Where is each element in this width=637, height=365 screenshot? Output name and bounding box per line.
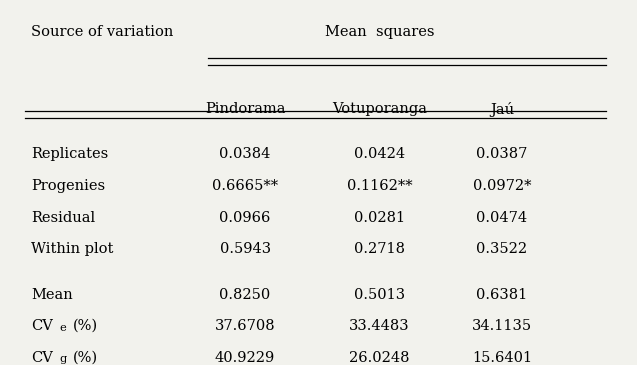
Text: 0.1162**: 0.1162**	[347, 179, 413, 193]
Text: Progenies: Progenies	[31, 179, 105, 193]
Text: 34.1135: 34.1135	[472, 319, 532, 333]
Text: 0.0966: 0.0966	[219, 211, 271, 224]
Text: 33.4483: 33.4483	[349, 319, 410, 333]
Text: 0.0384: 0.0384	[219, 147, 271, 161]
Text: 0.6381: 0.6381	[476, 288, 527, 301]
Text: Within plot: Within plot	[31, 242, 113, 256]
Text: Mean  squares: Mean squares	[325, 25, 434, 39]
Text: Source of variation: Source of variation	[31, 25, 173, 39]
Text: Votuporanga: Votuporanga	[332, 102, 427, 116]
Text: 26.0248: 26.0248	[350, 351, 410, 365]
Text: 0.0972*: 0.0972*	[473, 179, 531, 193]
Text: 15.6401: 15.6401	[472, 351, 532, 365]
Text: 0.5013: 0.5013	[354, 288, 405, 301]
Text: 0.3522: 0.3522	[476, 242, 527, 256]
Text: Jaú: Jaú	[490, 102, 514, 117]
Text: CV: CV	[31, 351, 53, 365]
Text: Pindorama: Pindorama	[205, 102, 285, 116]
Text: 0.0474: 0.0474	[476, 211, 527, 224]
Text: Residual: Residual	[31, 211, 95, 224]
Text: 0.2718: 0.2718	[354, 242, 405, 256]
Text: CV: CV	[31, 319, 53, 333]
Text: 0.5943: 0.5943	[220, 242, 271, 256]
Text: (%): (%)	[73, 351, 98, 365]
Text: 0.0387: 0.0387	[476, 147, 527, 161]
Text: g: g	[59, 354, 66, 364]
Text: e: e	[59, 323, 66, 333]
Text: 0.8250: 0.8250	[220, 288, 271, 301]
Text: 37.6708: 37.6708	[215, 319, 275, 333]
Text: (%): (%)	[73, 319, 98, 333]
Text: 40.9229: 40.9229	[215, 351, 275, 365]
Text: 0.0281: 0.0281	[354, 211, 405, 224]
Text: Replicates: Replicates	[31, 147, 108, 161]
Text: 0.6665**: 0.6665**	[212, 179, 278, 193]
Text: 0.0424: 0.0424	[354, 147, 405, 161]
Text: Mean: Mean	[31, 288, 73, 301]
